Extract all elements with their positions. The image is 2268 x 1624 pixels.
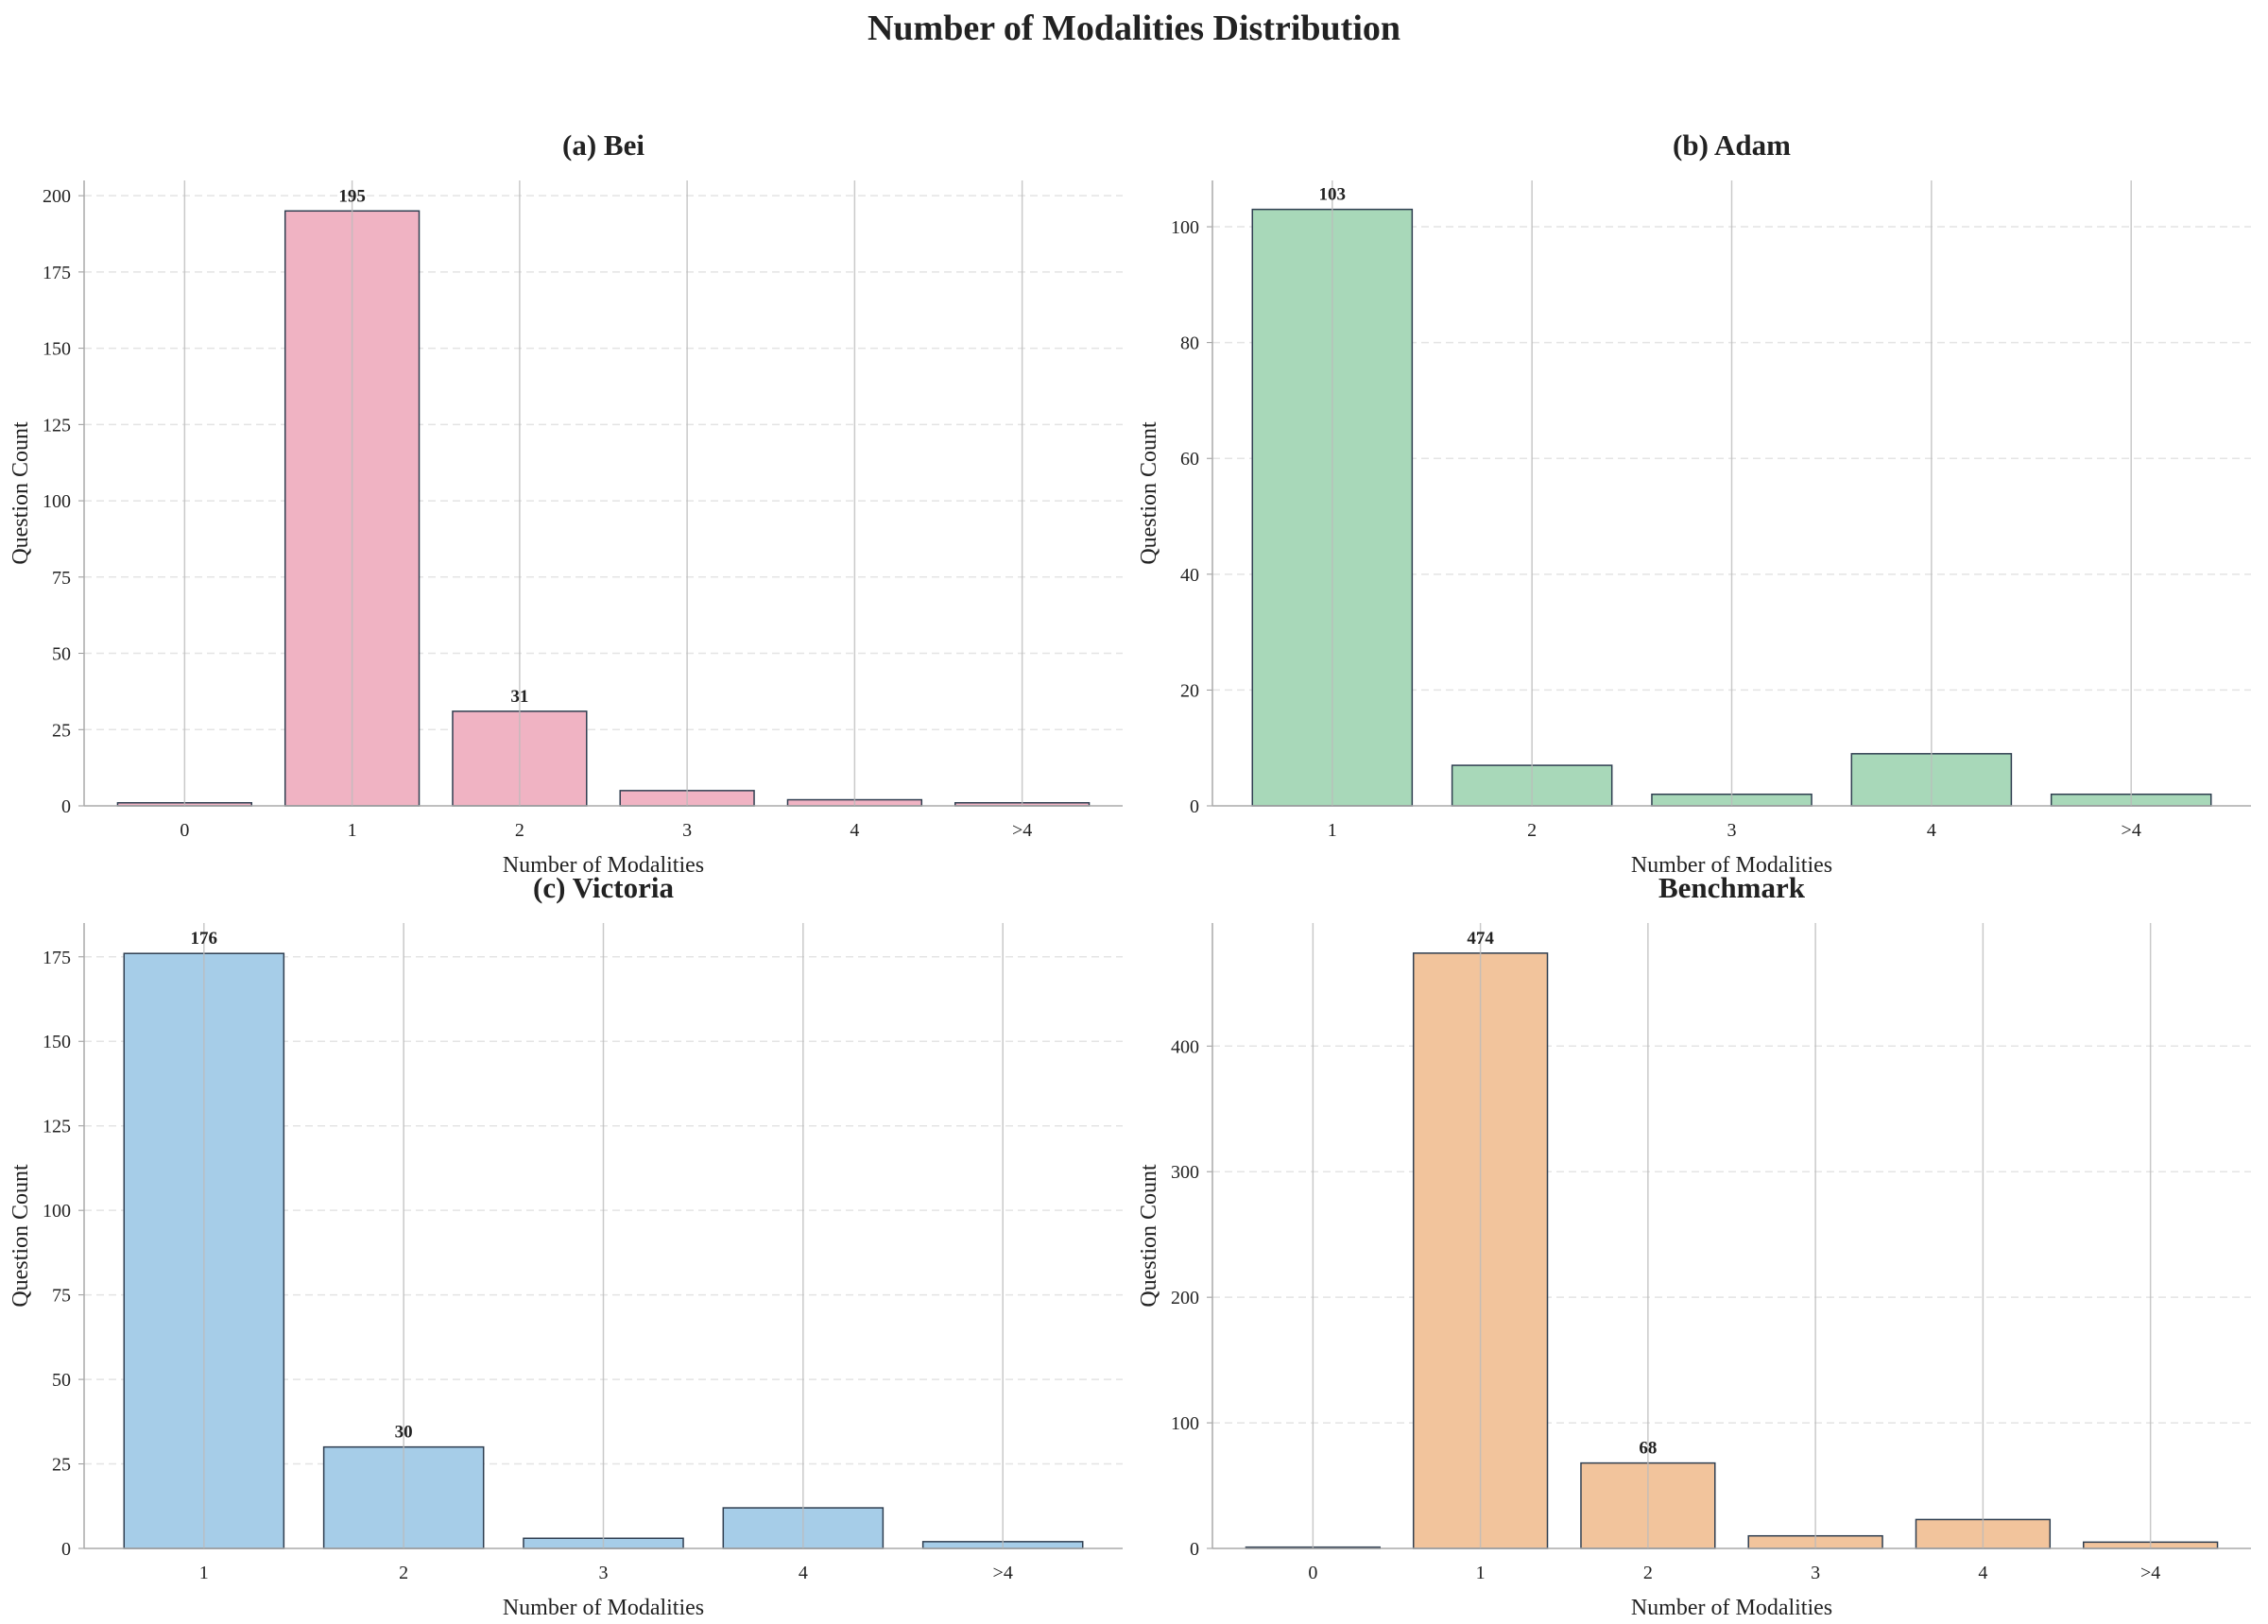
y-tick-label: 175	[43, 948, 71, 968]
figure-title: Number of Modalities Distribution	[868, 9, 1400, 48]
x-tick-label: 2	[1527, 820, 1537, 841]
x-tick-label: >4	[1012, 820, 1032, 841]
x-tick-label: 2	[515, 820, 524, 841]
x-tick-label: 2	[1643, 1563, 1653, 1583]
x-tick-label: 1	[348, 820, 357, 841]
y-tick-label: 25	[52, 720, 71, 741]
y-tick-label: 80	[1180, 333, 1199, 354]
x-tick-label: 3	[682, 820, 692, 841]
x-tick-label: 0	[180, 820, 189, 841]
x-axis-label: Number of Modalities	[503, 1596, 704, 1619]
y-axis-label: Question Count	[9, 421, 33, 565]
subplot-0: 0 25 50 75 100 125 150 175 200 0 1 195 2 31 3 4 >4 (a) Be…	[9, 128, 1123, 878]
data-label: 474	[1467, 929, 1494, 949]
x-tick-label: 1	[1476, 1563, 1486, 1583]
y-tick-label: 0	[61, 796, 71, 817]
subplot-1: 0 20 40 60 80 100 1 103 2 3 4 >4 (b) Adam Number of M…	[1137, 128, 2251, 878]
y-tick-label: 20	[1180, 680, 1199, 701]
y-axis-label: Question Count	[1137, 1164, 1161, 1308]
y-tick-label: 175	[43, 263, 71, 283]
subplot-3: 0 100 200 300 400 0 1 474 2 68 3 4 >4 Benchmark Number…	[1137, 871, 2251, 1620]
x-tick-label: 3	[1811, 1563, 1820, 1583]
y-tick-label: 400	[1171, 1036, 1199, 1057]
y-tick-label: 0	[1190, 796, 1199, 817]
data-label: 103	[1319, 185, 1347, 205]
x-axis-label: Number of Modalities	[1631, 1596, 1832, 1619]
y-tick-label: 125	[43, 415, 71, 436]
x-tick-label: 2	[399, 1563, 408, 1583]
x-tick-label: 1	[199, 1563, 209, 1583]
data-label: 30	[395, 1423, 413, 1443]
data-label: 176	[191, 929, 218, 949]
x-tick-label: >4	[993, 1563, 1013, 1583]
y-tick-label: 50	[52, 1370, 71, 1391]
y-tick-label: 75	[52, 1286, 71, 1307]
y-tick-label: 100	[1171, 217, 1199, 238]
y-tick-label: 100	[1171, 1413, 1199, 1434]
x-tick-label: 4	[1927, 820, 1936, 841]
data-label: 68	[1639, 1439, 1657, 1459]
x-tick-label: >4	[2140, 1563, 2160, 1583]
subplot-title: (a) Bei	[562, 128, 644, 162]
y-tick-label: 0	[1190, 1539, 1199, 1560]
x-axis-label: Number of Modalities	[1631, 853, 1832, 878]
y-tick-label: 100	[43, 1201, 71, 1222]
subplot-2: 0 25 50 75 100 125 150 175 1 176 2 30 3 4 >4 (c) Victor…	[9, 871, 1123, 1620]
y-tick-label: 200	[43, 186, 71, 207]
x-tick-label: 3	[1727, 820, 1737, 841]
y-tick-label: 100	[43, 491, 71, 512]
y-tick-label: 0	[61, 1539, 71, 1560]
x-tick-label: 4	[1978, 1563, 1987, 1583]
y-tick-label: 75	[52, 568, 71, 589]
x-tick-label: 4	[799, 1563, 808, 1583]
y-tick-label: 60	[1180, 449, 1199, 470]
y-tick-label: 40	[1180, 565, 1199, 586]
y-axis-label: Question Count	[1137, 421, 1161, 565]
subplot-title: (b) Adam	[1673, 128, 1791, 162]
x-tick-label: 1	[1328, 820, 1337, 841]
x-axis-label: Number of Modalities	[503, 853, 704, 878]
x-tick-label: 4	[850, 820, 859, 841]
subplot-title: Benchmark	[1658, 871, 1806, 904]
x-tick-label: 3	[599, 1563, 609, 1583]
y-axis-label: Question Count	[9, 1164, 33, 1308]
y-tick-label: 150	[43, 1032, 71, 1052]
x-tick-label: 0	[1308, 1563, 1317, 1583]
y-tick-label: 150	[43, 339, 71, 360]
y-tick-label: 25	[52, 1455, 71, 1476]
y-tick-label: 300	[1171, 1162, 1199, 1183]
y-tick-label: 200	[1171, 1288, 1199, 1308]
data-label: 31	[510, 687, 528, 707]
y-tick-label: 125	[43, 1117, 71, 1137]
data-label: 195	[338, 186, 366, 206]
x-tick-label: >4	[2122, 820, 2141, 841]
subplot-title: (c) Victoria	[533, 871, 674, 904]
y-tick-label: 50	[52, 644, 71, 665]
